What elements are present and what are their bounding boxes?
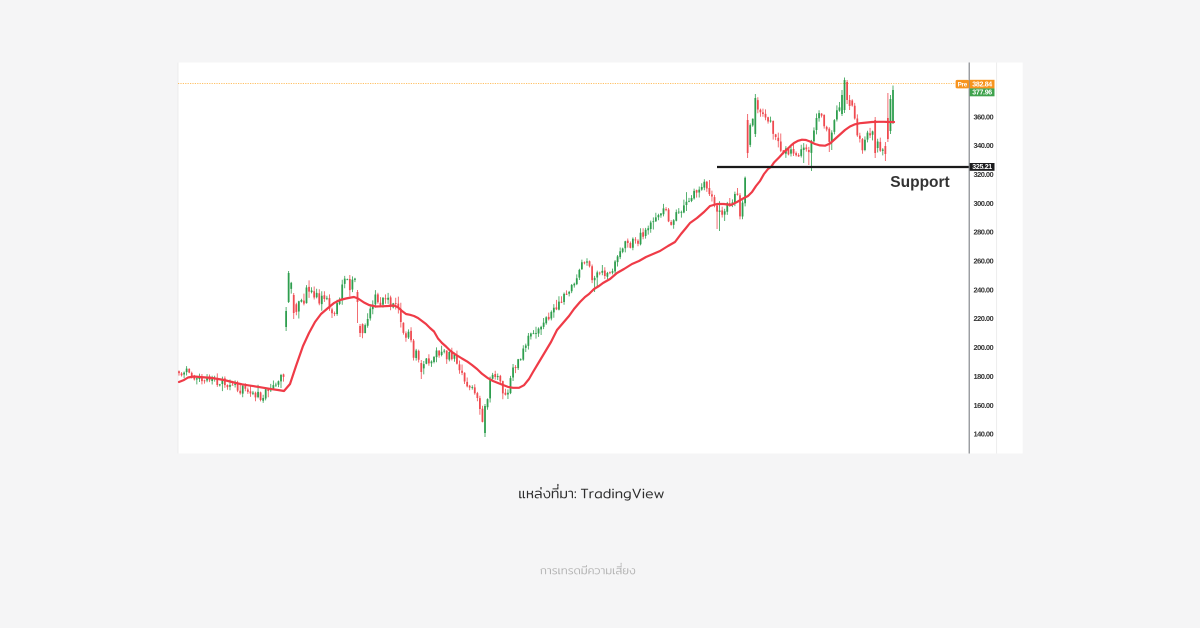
svg-text:Support: Support bbox=[890, 174, 949, 191]
svg-text:260.00: 260.00 bbox=[974, 257, 994, 266]
svg-text:377.96: 377.96 bbox=[972, 90, 992, 97]
svg-text:220.00: 220.00 bbox=[974, 314, 994, 323]
svg-text:Pre: Pre bbox=[958, 81, 968, 88]
svg-text:280.00: 280.00 bbox=[974, 228, 994, 237]
svg-text:200.00: 200.00 bbox=[974, 343, 994, 352]
svg-text:325.21: 325.21 bbox=[972, 164, 992, 171]
svg-text:160.00: 160.00 bbox=[974, 401, 994, 410]
svg-text:180.00: 180.00 bbox=[974, 372, 994, 381]
svg-text:300.00: 300.00 bbox=[974, 199, 994, 208]
svg-text:240.00: 240.00 bbox=[974, 285, 994, 294]
svg-text:320.00: 320.00 bbox=[974, 170, 994, 179]
svg-text:340.00: 340.00 bbox=[974, 141, 994, 150]
svg-text:382.84: 382.84 bbox=[972, 81, 992, 88]
svg-text:360.00: 360.00 bbox=[974, 112, 994, 121]
svg-text:140.00: 140.00 bbox=[974, 430, 994, 439]
